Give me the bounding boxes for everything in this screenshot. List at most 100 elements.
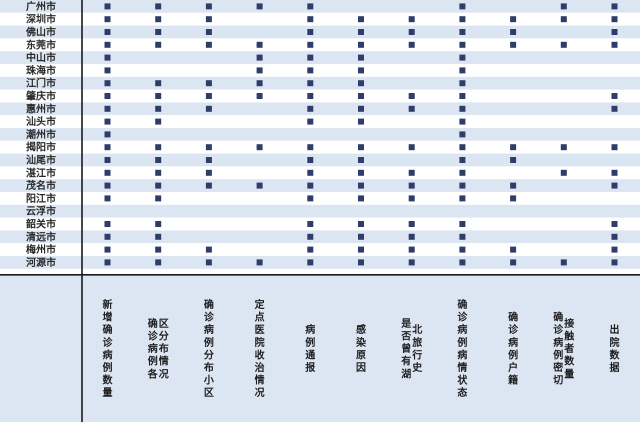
column-label-char: 通 [305,349,315,361]
column-label-char: 新 [103,298,113,311]
cell-mark [205,144,212,151]
city-label: 中山市 [26,51,56,64]
row-band [0,64,640,77]
column-label-char: 小 [203,374,214,387]
cell-mark [358,157,364,163]
cell-mark [155,157,162,163]
cell-mark [560,259,567,266]
cell-mark [510,182,517,189]
row-band [0,230,640,244]
column-label-char: 各 [147,367,159,380]
column-label-char: 诊 [103,336,114,349]
column-header-area [0,274,640,422]
row-band [0,102,640,116]
cell-mark [256,3,263,10]
cell-mark [256,80,263,87]
city-label: 肇庆市 [25,90,56,103]
column-label-char: 接 [564,317,574,330]
column-label-char: 确 [553,311,563,324]
cell-mark [104,105,111,112]
city-label: 东莞市 [26,38,56,51]
cell-mark [408,93,415,99]
cell-mark [205,259,212,266]
cell-mark [104,41,111,48]
cell-mark [459,93,466,99]
cell-mark [358,144,364,151]
cell-mark [611,233,618,240]
cell-mark [358,67,364,74]
cell-mark [104,67,111,74]
cell-mark [155,118,162,125]
column-label-char: 确 [204,298,214,311]
city-label: 佛山市 [25,26,56,39]
cell-mark [155,221,162,227]
cell-mark [104,93,111,99]
column-label-char: 确 [148,317,158,330]
cell-mark [155,182,162,189]
cell-mark [205,29,212,35]
row-band [0,153,640,167]
cell-mark [256,54,263,61]
cell-mark [611,144,618,151]
cell-mark [408,16,415,23]
cell-mark [611,221,618,227]
cell-mark [358,221,364,227]
cell-mark [358,195,364,202]
row-band [0,179,640,192]
cell-mark [307,233,314,240]
cell-mark [560,144,567,151]
cell-mark [256,41,263,48]
column-label-char: 例 [508,348,518,361]
cell-mark [104,54,111,61]
cell-mark [205,80,212,87]
cell-mark [510,41,517,48]
column-label-char: 况 [159,368,169,380]
city-label-column: 广州市深圳市佛山市东莞市中山市珠海市江门市肇庆市惠州市汕头市潮州市揭阳市汕尾市湛… [25,0,56,269]
column-label-char: 病 [553,336,563,349]
row-band [0,0,640,13]
cell-mark [408,41,415,48]
cell-mark [307,29,314,35]
row-band [0,204,640,218]
cell-mark [155,80,162,87]
cell-mark [307,118,314,125]
cell-mark [408,233,415,240]
city-label: 珠海市 [26,64,56,77]
cell-mark [307,259,314,266]
city-label: 惠州市 [26,102,56,115]
column-label-char: 病 [103,348,113,361]
cell-mark [510,144,517,151]
cell-mark [205,3,212,10]
cell-mark [459,67,466,74]
column-label-char: 诊 [457,311,468,324]
column-label-row: 新增确诊病例数量确诊病例各区分布情况确诊病例分布小区定点医院收治情况病例通报感染… [103,298,621,399]
column-label-char: 曾 [401,342,411,355]
city-label: 汕头市 [26,115,56,128]
column-label-char: 点 [255,311,265,324]
cell-mark [104,233,111,240]
city-label: 韶关市 [26,218,56,231]
cell-mark [256,144,263,151]
cell-mark [307,41,314,48]
column-label-char: 病 [508,336,518,349]
cell-mark [358,182,364,189]
cell-mark [459,16,466,23]
cell-mark [408,29,415,35]
cell-mark [611,246,618,253]
column-label-char: 院 [610,336,620,349]
column-label-char: 数 [610,348,621,361]
cell-mark [155,233,162,240]
cell-mark [611,41,618,48]
column-label-char: 染 [355,336,367,349]
cell-mark [459,54,466,61]
cell-mark [307,195,314,202]
cell-mark [408,246,415,253]
cell-mark [459,169,466,176]
cell-mark [205,182,212,189]
row-band [0,192,640,205]
cell-mark [307,105,314,112]
cell-mark [459,246,466,253]
cell-mark [307,157,314,163]
row-band [0,217,640,231]
cell-mark [358,105,364,112]
